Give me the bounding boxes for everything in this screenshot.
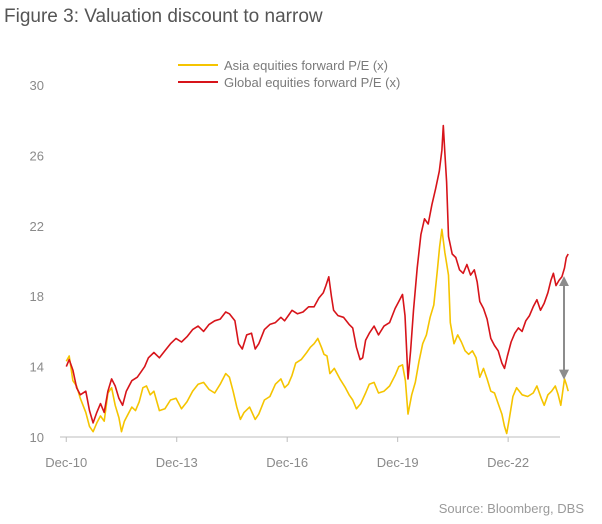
- legend-label-2: Global equities forward P/E (x): [224, 75, 400, 90]
- y-tick-label: 10: [30, 430, 44, 445]
- legend-label-1: Asia equities forward P/E (x): [224, 58, 388, 73]
- series-layer: [65, 124, 569, 435]
- x-tick-label: Dec-10: [45, 455, 87, 470]
- axes-layer: 10 14 18 22 26 30 Dec-10 Dec-13 Dec-16 Dec-19 Dec-…: [30, 78, 560, 470]
- figure-title: Figure 3: Valuation discount to narrow: [4, 6, 323, 27]
- x-tick-label: Dec-22: [487, 455, 529, 470]
- y-tick-label: 14: [30, 360, 44, 375]
- y-tick-label: 22: [30, 219, 44, 234]
- x-tick-label: Dec-16: [266, 455, 308, 470]
- source-note: Source: Bloomberg, DBS: [438, 501, 584, 516]
- y-tick-label: 30: [30, 78, 44, 93]
- y-tick-label: 26: [30, 148, 44, 163]
- legend: Asia equities forward P/E (x) Global equi…: [178, 58, 400, 90]
- y-tick-label: 18: [30, 289, 44, 304]
- series-line-1: [65, 228, 569, 435]
- series-line-2: [65, 124, 569, 424]
- x-tick-label: Dec-13: [156, 455, 198, 470]
- x-tick-label: Dec-19: [377, 455, 419, 470]
